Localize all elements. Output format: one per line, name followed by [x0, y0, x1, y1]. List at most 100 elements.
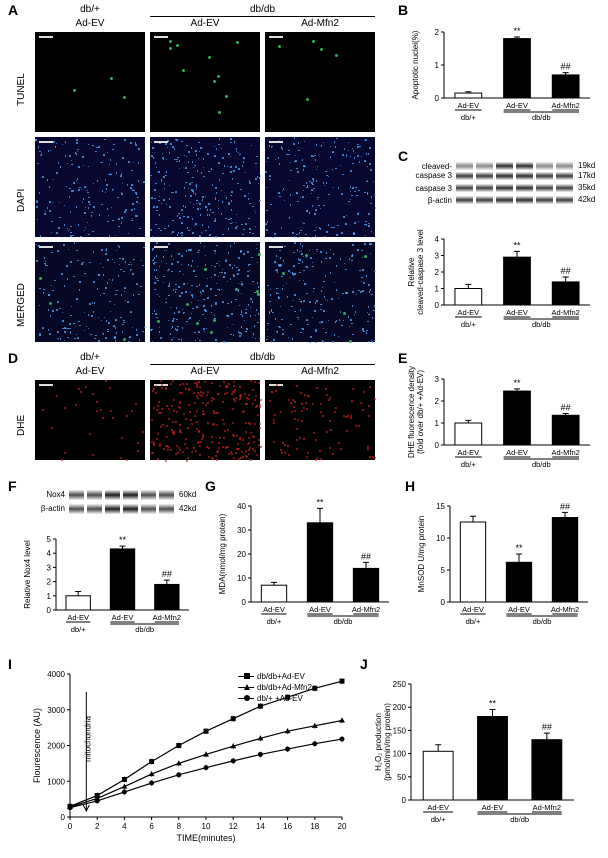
svg-text:3: 3	[47, 563, 52, 572]
micrograph-d-c0	[35, 380, 145, 460]
chart-b: 012Ad-EV**Ad-EV##Ad-Mfn2db/+db/dbApoptot…	[408, 18, 596, 138]
svg-text:Ad-EV: Ad-EV	[508, 605, 530, 614]
micrograph-a-r0-c0	[35, 32, 145, 132]
micrograph-a-r2-c2	[265, 242, 375, 342]
svg-text:5: 5	[441, 566, 446, 575]
svg-text:**: **	[515, 543, 523, 553]
micrograph-a-r1-c0	[35, 137, 145, 237]
svg-text:Ad-Mfn2: Ad-Mfn2	[153, 613, 181, 622]
row-label-dapi: DAPI	[16, 165, 27, 235]
svg-text:db/+: db/+	[71, 625, 86, 634]
svg-text:2: 2	[435, 397, 440, 406]
svg-text:12: 12	[229, 822, 238, 831]
svg-text:1: 1	[435, 285, 440, 294]
svg-text:Flourescence (AU): Flourescence (AU)	[32, 708, 42, 783]
svg-text:250: 250	[393, 680, 407, 689]
svg-text:20: 20	[338, 822, 347, 831]
svg-text:4: 4	[122, 822, 127, 831]
col-label-d-0: Ad-EV	[35, 366, 145, 377]
svg-text:**: **	[513, 378, 521, 388]
panel-label-c: C	[398, 148, 408, 164]
top-label-dbplus-a: db/+	[35, 4, 145, 15]
svg-text:1: 1	[47, 592, 52, 601]
svg-text:db/+: db/+	[461, 320, 476, 329]
panel-label-a: A	[8, 2, 18, 18]
svg-text:0: 0	[435, 94, 440, 103]
micrograph-a-r0-c1	[150, 32, 260, 132]
svg-text:10: 10	[436, 534, 445, 543]
chart-e: 0123Ad-EV**Ad-EV##Ad-Mfn2db/+db/dbDHE fl…	[408, 365, 596, 485]
svg-text:10: 10	[237, 574, 246, 583]
micrograph-a-r2-c0	[35, 242, 145, 342]
svg-text:20: 20	[237, 550, 246, 559]
svg-text:Ad-EV: Ad-EV	[67, 613, 89, 622]
panel-label-d: D	[8, 350, 18, 366]
col-label-a-2: Ad-Mfn2	[265, 18, 375, 29]
svg-text:db/db: db/db	[334, 617, 353, 626]
svg-text:50: 50	[397, 773, 406, 782]
panel-label-e: E	[398, 350, 407, 366]
svg-text:0: 0	[68, 822, 73, 831]
chart-i: 0100020003000400002468101214161820mitoch…	[28, 668, 348, 843]
svg-text:H₂O₂ production(pmol/min/mg pr: H₂O₂ production(pmol/min/mg protein)	[375, 703, 392, 781]
svg-text:mitochondria: mitochondria	[83, 716, 92, 762]
svg-text:Ad-Mfn2: Ad-Mfn2	[352, 605, 380, 614]
micrograph-a-r2-c1	[150, 242, 260, 342]
svg-text:##: ##	[561, 403, 571, 413]
micrograph-d-c1	[150, 380, 260, 460]
panel-label-j: J	[360, 656, 368, 672]
svg-text:3: 3	[435, 375, 440, 384]
top-label-dbplus-d: db/+	[35, 352, 145, 363]
top-label-dbdb-d: db/db	[150, 352, 375, 363]
svg-text:Ad-EV: Ad-EV	[112, 613, 134, 622]
top-label-dbdb-a: db/db	[150, 4, 375, 15]
svg-text:Ad-EV: Ad-EV	[457, 448, 479, 457]
svg-text:1: 1	[435, 61, 440, 70]
svg-text:2000: 2000	[47, 742, 65, 751]
svg-text:4: 4	[47, 549, 52, 558]
row-label-dhe: DHE	[16, 395, 27, 455]
chart-c: 01234Ad-EV**Ad-EV##Ad-Mfn2db/+db/dbRelat…	[408, 225, 596, 345]
svg-text:Apoptotic nuclei(%): Apoptotic nuclei(%)	[411, 30, 420, 99]
legend-item-1: db/db+Ad-Mfn2	[238, 683, 312, 692]
svg-text:db/+: db/+	[466, 617, 481, 626]
svg-text:MnSOD U/mg protein: MnSOD U/mg protein	[417, 516, 426, 592]
svg-text:0: 0	[402, 796, 407, 805]
legend-item-0: db/db+Ad-EV	[238, 672, 305, 681]
svg-text:0: 0	[435, 441, 440, 450]
col-label-d-1: Ad-EV	[150, 366, 260, 377]
svg-text:db/db: db/db	[532, 460, 551, 469]
svg-text:3: 3	[435, 252, 440, 261]
svg-text:0: 0	[441, 598, 446, 607]
svg-text:1000: 1000	[47, 777, 65, 786]
col-label-d-2: Ad-Mfn2	[265, 366, 375, 377]
svg-text:Ad-EV: Ad-EV	[457, 308, 479, 317]
svg-text:10: 10	[202, 822, 211, 831]
chart-g: 010203040Ad-EV**Ad-EV##Ad-Mfn2db/+db/dbM…	[215, 492, 395, 642]
svg-text:Ad-Mfn2: Ad-Mfn2	[551, 101, 579, 110]
svg-text:6: 6	[149, 822, 154, 831]
svg-text:2: 2	[435, 28, 440, 37]
svg-text:##: ##	[542, 722, 552, 732]
micrograph-a-r1-c1	[150, 137, 260, 237]
svg-text:Ad-EV: Ad-EV	[457, 101, 479, 110]
svg-text:db/+: db/+	[267, 617, 282, 626]
svg-text:db/+: db/+	[431, 815, 446, 824]
svg-text:##: ##	[561, 266, 571, 276]
svg-text:0: 0	[242, 598, 247, 607]
micrograph-d-c2	[265, 380, 375, 460]
svg-text:5: 5	[47, 535, 52, 544]
svg-text:14: 14	[256, 822, 265, 831]
svg-text:150: 150	[393, 726, 407, 735]
panel-label-b: B	[398, 2, 408, 18]
svg-text:2: 2	[47, 578, 52, 587]
svg-text:2: 2	[435, 268, 440, 277]
svg-text:Ad-Mfn2: Ad-Mfn2	[533, 803, 561, 812]
svg-text:8: 8	[177, 822, 182, 831]
svg-text:DHE fluorescence density(fold: DHE fluorescence density(fold over db/+ …	[408, 366, 425, 458]
micrograph-a-r1-c2	[265, 137, 375, 237]
svg-text:##: ##	[162, 569, 172, 579]
panel-label-f: F	[8, 478, 17, 494]
svg-text:100: 100	[393, 750, 407, 759]
svg-text:4: 4	[435, 235, 440, 244]
